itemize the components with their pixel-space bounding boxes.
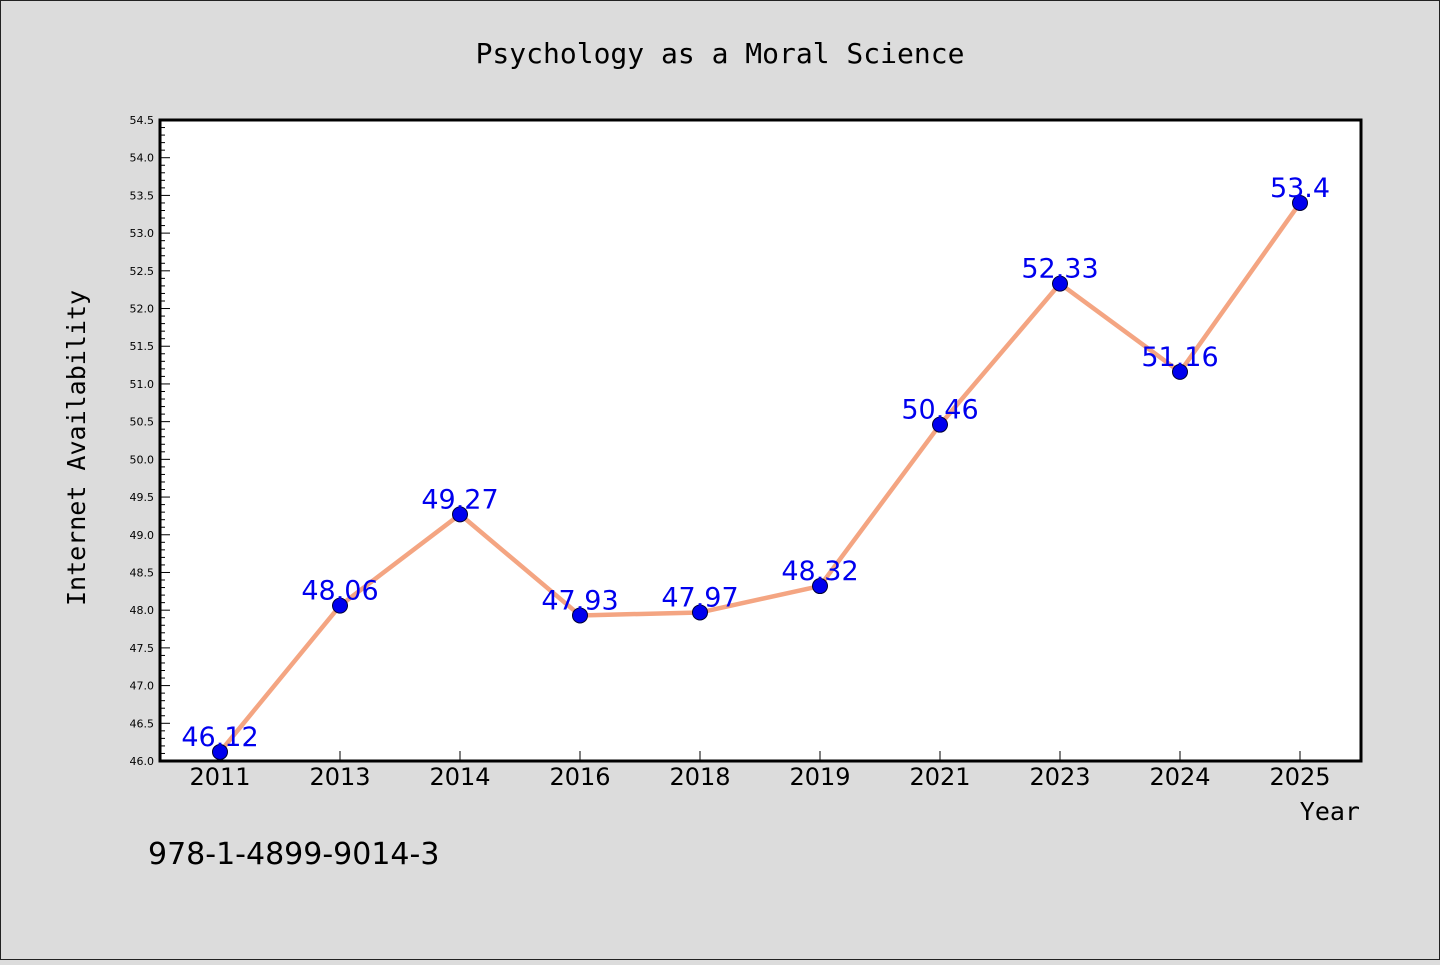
data-label: 52.33 xyxy=(1021,254,1098,285)
data-label: 53.4 xyxy=(1270,173,1330,204)
data-point xyxy=(572,607,588,624)
x-axis-label: Year xyxy=(1300,797,1360,826)
data-label: 48.06 xyxy=(301,576,378,607)
data-label: 47.93 xyxy=(541,585,618,616)
y-tick-label: 51.5 xyxy=(130,340,155,353)
y-tick-label: 48.0 xyxy=(130,604,155,617)
y-tick-label: 54.5 xyxy=(130,114,155,127)
data-point xyxy=(1172,363,1188,380)
data-label: 51.16 xyxy=(1141,342,1218,373)
data-point xyxy=(212,743,228,760)
data-point xyxy=(1292,194,1308,211)
x-tick-label: 2014 xyxy=(429,763,490,791)
data-point xyxy=(452,506,468,523)
y-tick-label: 50.5 xyxy=(130,416,155,429)
y-tick-label: 54.0 xyxy=(130,152,155,165)
x-tick-label: 2025 xyxy=(1269,763,1330,791)
series-line xyxy=(212,194,1308,760)
data-point xyxy=(1052,275,1068,292)
x-tick-label: 2023 xyxy=(1029,763,1090,791)
y-tick-label: 47.0 xyxy=(130,680,155,693)
x-tick-label: 2019 xyxy=(789,763,850,791)
data-point xyxy=(812,578,828,595)
x-tick-label: 2016 xyxy=(549,763,610,791)
y-tick-label: 52.0 xyxy=(130,303,155,316)
y-tick-label: 49.5 xyxy=(130,491,155,504)
data-point xyxy=(332,597,348,614)
plot-area xyxy=(158,118,1363,763)
data-label: 46.12 xyxy=(181,722,258,753)
y-axis-label: Internet Availability xyxy=(62,290,91,606)
x-tick-label: 2011 xyxy=(189,763,250,791)
y-axis: 46.0 46.5 47.0 47.5 48.0 48.5 49.0 49.5 50.0 50.5… xyxy=(130,114,170,768)
footnote-isbn: 978-1-4899-9014-3 xyxy=(148,837,439,872)
data-label: 47.97 xyxy=(661,582,738,613)
y-tick-label: 48.5 xyxy=(130,566,155,579)
y-tick-label: 51.0 xyxy=(130,378,155,391)
y-tick-label: 50.0 xyxy=(130,453,155,466)
data-label: 49.27 xyxy=(421,484,498,515)
series-polyline xyxy=(218,201,1302,754)
x-tick-label: 2021 xyxy=(909,763,970,791)
data-label: 48.32 xyxy=(781,556,858,587)
x-axis: 2011 2013 2014 2016 2018 2019 2021 2023 2024 2025 xyxy=(189,751,1331,791)
x-tick-label: 2013 xyxy=(309,763,370,791)
y-tick-label: 47.5 xyxy=(130,642,155,655)
data-point xyxy=(932,416,948,433)
data-point xyxy=(692,604,708,621)
y-tick-label: 52.5 xyxy=(130,265,155,278)
y-tick-label: 46.5 xyxy=(130,717,155,730)
chart-title: Psychology as a Moral Science xyxy=(476,37,965,70)
x-tick-label: 2024 xyxy=(1149,763,1210,791)
y-tick-label: 46.0 xyxy=(130,755,155,768)
data-label: 50.46 xyxy=(901,395,978,426)
x-tick-label: 2018 xyxy=(669,763,730,791)
y-tick-label: 53.5 xyxy=(130,189,155,202)
y-tick-label: 49.0 xyxy=(130,529,155,542)
data-labels: 46.12 48.06 49.27 47.93 47.97 48.32 50.46 52.33… xyxy=(181,173,1330,753)
y-tick-label: 53.0 xyxy=(130,227,155,240)
